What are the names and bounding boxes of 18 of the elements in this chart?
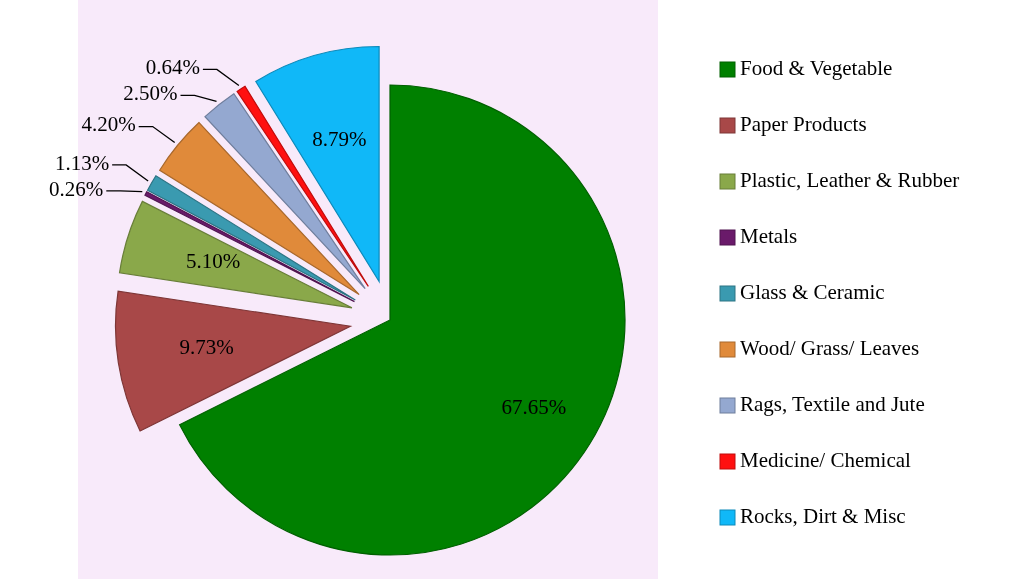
legend-label: Glass & Ceramic: [740, 279, 885, 304]
legend-label: Rocks, Dirt & Misc: [740, 503, 906, 528]
data-label: 9.73%: [179, 334, 234, 359]
legend-label: Medicine/ Chemical: [740, 447, 912, 472]
legend-label: Rags, Textile and Jute: [740, 391, 925, 416]
legend-label: Food & Vegetable: [740, 55, 893, 80]
data-label: 0.64%: [145, 55, 200, 80]
data-label: 8.79%: [312, 127, 367, 152]
data-label: 5.10%: [186, 249, 241, 274]
data-label: 67.65%: [501, 394, 567, 419]
legend-label: Plastic, Leather & Rubber: [740, 167, 960, 192]
data-label: 4.20%: [81, 112, 136, 137]
legend-label: Metals: [740, 223, 798, 248]
legend-label: Paper Products: [740, 111, 867, 136]
data-label: 0.26%: [49, 176, 104, 201]
legend-label: Wood/ Grass/ Leaves: [740, 335, 920, 360]
data-label: 2.50%: [123, 81, 178, 106]
data-label: 1.13%: [54, 150, 110, 175]
